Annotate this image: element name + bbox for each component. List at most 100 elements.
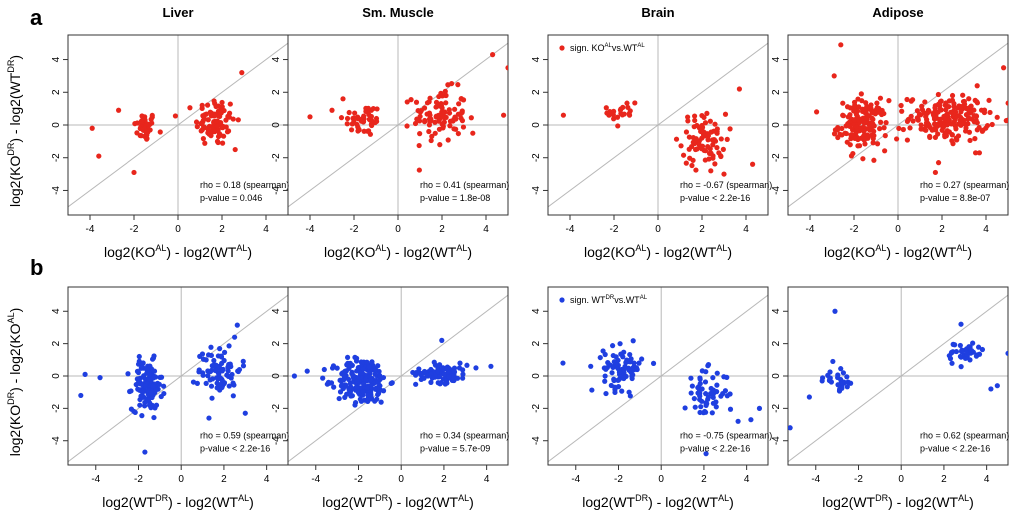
data-point [143, 128, 149, 134]
data-point [363, 105, 369, 111]
data-point [788, 425, 793, 431]
data-point [976, 351, 983, 357]
data-points [291, 337, 494, 408]
y-tick-label: 4 [531, 308, 542, 314]
data-point [329, 107, 335, 113]
data-point [1005, 100, 1008, 106]
data-point [488, 363, 494, 369]
data-point [963, 125, 969, 131]
legend-superscript: AL [605, 43, 613, 49]
data-point [692, 146, 699, 153]
x-axis-label: log2(WTDR) - log2(WTAL) [322, 493, 474, 510]
data-point [680, 152, 687, 158]
data-point [307, 114, 313, 120]
data-point [691, 395, 697, 402]
data-point [368, 377, 374, 383]
data-point [615, 123, 621, 129]
data-point [923, 127, 929, 133]
x-tick-label: 2 [219, 224, 225, 235]
data-point [994, 114, 1000, 120]
x-tick-label: 2 [699, 224, 705, 235]
data-point [609, 370, 615, 376]
data-point [460, 367, 466, 373]
data-point [856, 143, 863, 149]
data-point [242, 410, 248, 416]
x-tick-label: 4 [484, 474, 490, 485]
data-point [142, 449, 148, 455]
data-point [208, 383, 215, 389]
x-tick-label: 2 [439, 224, 445, 235]
data-point [215, 139, 221, 146]
data-point [426, 110, 433, 116]
data-point [624, 100, 630, 106]
data-point [221, 357, 227, 364]
data-point [847, 112, 853, 118]
data-point [958, 321, 964, 327]
data-point [230, 393, 236, 399]
data-point [215, 376, 221, 382]
data-point [967, 137, 973, 144]
data-point [858, 91, 864, 97]
data-point [697, 381, 703, 387]
x-tick-label: -2 [614, 474, 623, 485]
data-point [331, 384, 337, 390]
data-point [470, 130, 476, 136]
data-point [835, 134, 841, 141]
data-point [634, 366, 640, 373]
data-point [708, 168, 714, 174]
identity-line [288, 294, 508, 463]
data-point [429, 133, 435, 139]
data-point [321, 366, 327, 373]
data-point [986, 97, 992, 103]
data-point [151, 368, 158, 374]
label-superscript: DR [155, 493, 168, 503]
data-point [334, 365, 340, 371]
data-point [428, 366, 434, 373]
data-point [623, 373, 629, 380]
data-point [847, 142, 853, 148]
data-point [724, 393, 730, 399]
label-part: log2(WT [102, 494, 155, 510]
data-point [138, 118, 144, 125]
data-point [862, 106, 868, 113]
data-point [848, 380, 854, 386]
data-point [907, 125, 913, 131]
data-point [597, 354, 603, 361]
panel-label-b: b [30, 255, 43, 280]
data-point [413, 99, 420, 105]
data-point [145, 397, 152, 403]
data-point [606, 112, 612, 118]
data-point [692, 117, 698, 124]
data-point [442, 88, 448, 94]
y-tick-label: 2 [271, 89, 282, 95]
y-tick-label: 0 [531, 122, 542, 128]
data-point [218, 110, 224, 116]
data-point [847, 105, 853, 111]
data-point [971, 113, 977, 119]
data-point [432, 130, 438, 136]
label-part: ) - log2(WT [386, 244, 456, 260]
data-point [445, 137, 451, 143]
x-tick-label: -2 [850, 224, 859, 235]
guide-lines [68, 287, 288, 465]
label-superscript: AL [458, 493, 469, 503]
data-point [696, 125, 703, 131]
y-tick-label: 2 [271, 340, 282, 346]
y-tick-label: -2 [271, 153, 282, 162]
data-point [627, 393, 633, 399]
data-point [961, 98, 967, 105]
data-point [148, 390, 154, 396]
data-point [710, 137, 717, 143]
data-point [369, 359, 375, 365]
data-point [225, 364, 231, 370]
data-point [234, 322, 240, 328]
data-point [194, 380, 200, 386]
label-part: ) - log2(WT [888, 494, 958, 510]
data-point [404, 99, 410, 105]
data-point [957, 342, 963, 349]
data-point [883, 120, 889, 126]
data-point [721, 374, 727, 380]
data-point [736, 86, 743, 92]
data-point [375, 363, 381, 369]
data-point [459, 109, 465, 116]
